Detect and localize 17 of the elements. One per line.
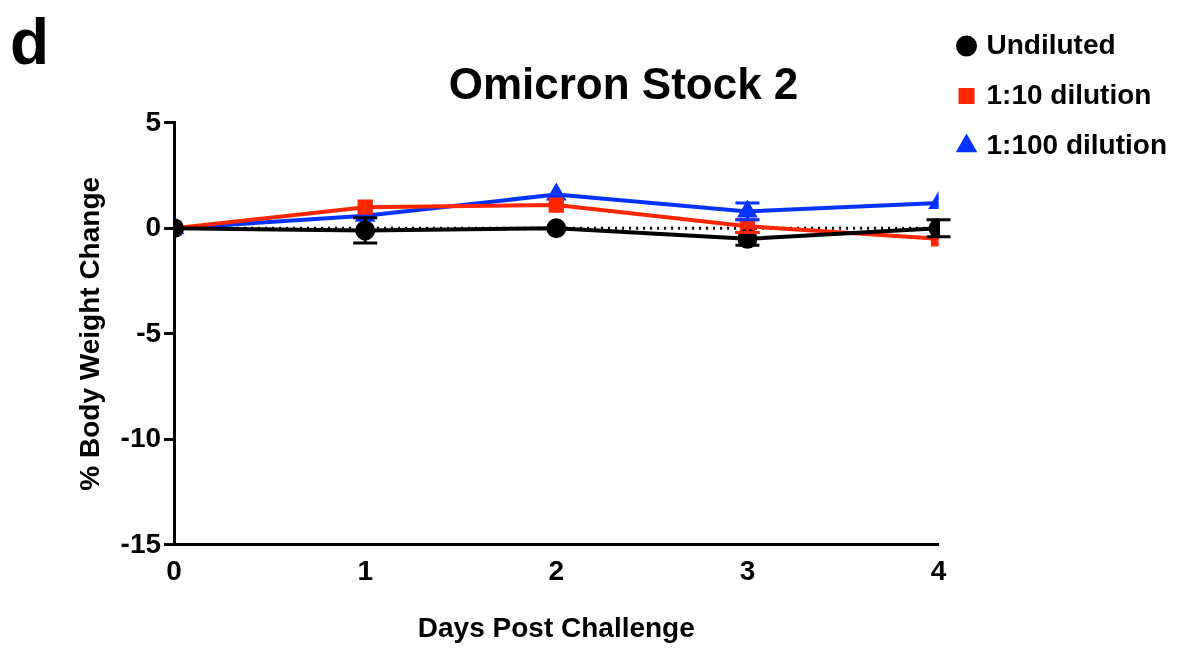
x-tick-label: 2 [548, 555, 565, 587]
x-tick-label: 3 [739, 555, 756, 587]
y-axis-title: % Body Weight Change [73, 176, 105, 491]
y-tick-label: 5 [145, 105, 162, 137]
legend-label: 1:10 dilution [986, 78, 1152, 110]
text: d [10, 6, 50, 78]
chart-title: Omicron Stock 2 [448, 58, 799, 108]
y-tick-label: 0 [145, 211, 162, 243]
x-tick-label: 1 [357, 555, 373, 587]
legend-label: 1:100 dilution [986, 128, 1167, 160]
x-axis-title: Days Post Challenge [417, 611, 695, 643]
legend-label: Undiluted [986, 28, 1116, 60]
y-tick-label: -10 [120, 422, 162, 454]
y-tick-label: -5 [136, 316, 162, 348]
x-tick-label: 0 [166, 555, 182, 587]
y-tick-label: -15 [120, 527, 162, 559]
x-tick-label: 4 [930, 555, 947, 587]
